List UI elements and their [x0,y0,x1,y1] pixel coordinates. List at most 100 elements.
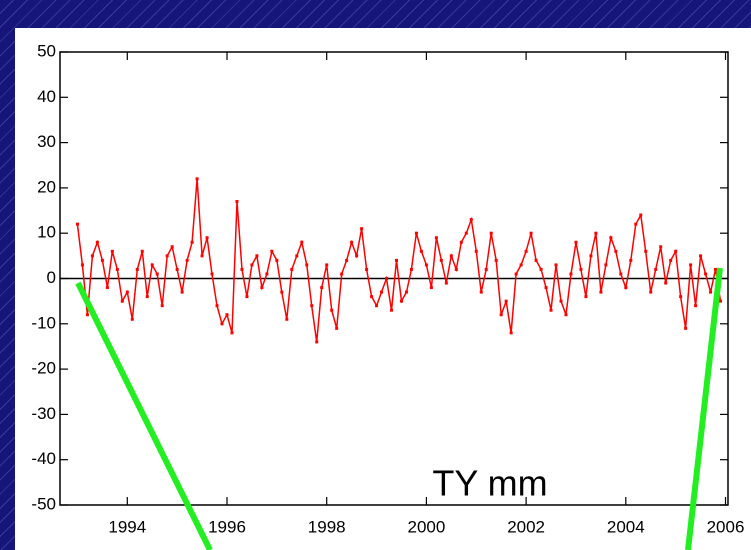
data-point [240,267,244,271]
data-point [250,263,254,267]
data-point [584,295,588,299]
data-point [414,231,418,235]
data-point [539,267,543,271]
data-point [260,286,264,290]
data-point [649,290,653,294]
data-point [599,290,603,294]
data-point [494,258,498,262]
data-point [544,286,548,290]
callout-line [685,267,723,550]
data-point [589,254,593,258]
y-tick-label: 0 [47,268,56,287]
data-point [100,258,104,262]
data-point [434,236,438,240]
data-point [210,272,214,276]
data-point [629,258,633,262]
data-point [160,304,164,308]
data-point [150,263,154,267]
data-point [350,240,354,244]
y-tick-label: 10 [37,223,56,242]
data-point [509,331,513,335]
x-tick-label: 2000 [407,517,445,536]
data-point [614,249,618,253]
data-point [579,267,583,271]
data-point [464,231,468,235]
x-tick-label: 1994 [108,517,146,536]
y-tick-label: 20 [37,177,56,196]
data-point [429,286,433,290]
data-point [689,263,693,267]
data-point [519,263,523,267]
data-point [385,277,389,280]
data-point [609,236,613,240]
data-point [265,272,269,276]
data-point [255,254,259,258]
x-tick-label: 2002 [507,517,545,536]
data-point [110,249,114,253]
data-point [95,240,99,244]
data-point [270,249,274,253]
data-point [190,240,194,244]
y-tick-label: 30 [37,132,56,151]
data-point [479,290,483,294]
data-point [564,313,568,317]
data-point [325,263,329,267]
data-point [125,290,129,294]
data-point [340,272,344,276]
data-point [499,313,503,317]
data-point [444,281,448,285]
data-point [320,286,324,290]
data-point [215,304,219,308]
data-point [669,258,673,262]
data-point [225,313,229,317]
data-point [594,231,598,235]
data-point [235,199,239,203]
data-point [180,290,184,294]
data-point [305,263,309,267]
data-point [644,249,648,253]
y-tick-label: -50 [31,494,56,513]
data-point [85,313,89,317]
data-point [335,326,339,330]
data-point [285,317,289,321]
data-point [714,267,718,271]
data-point [165,254,169,258]
data-point [280,290,284,294]
data-point [310,304,314,308]
y-tick-label: -20 [31,359,56,378]
data-point [419,249,423,253]
data-point [275,258,279,262]
data-point [90,254,94,258]
data-point [569,272,573,276]
data-point [624,286,628,290]
x-tick-label: 1996 [208,517,246,536]
data-point [345,258,349,262]
data-point [424,263,428,267]
data-point [205,236,209,240]
data-point [330,308,334,312]
data-point [380,290,384,294]
data-point [409,267,413,271]
data-point [534,258,538,262]
data-point [245,295,249,299]
data-point [439,258,443,262]
data-point [120,299,124,303]
data-point [574,240,578,244]
data-point [619,272,623,276]
data-point [145,295,149,299]
data-point [375,304,379,308]
data-point [604,263,608,267]
data-point [514,272,518,276]
data-point [674,249,678,253]
callout-line [75,281,213,550]
data-point [315,340,319,344]
data-point [679,295,683,299]
x-tick-label: 2004 [607,517,645,536]
data-point [684,326,688,330]
data-point [474,249,478,253]
data-point [394,258,398,262]
data-point [390,308,394,312]
data-point [135,267,139,271]
